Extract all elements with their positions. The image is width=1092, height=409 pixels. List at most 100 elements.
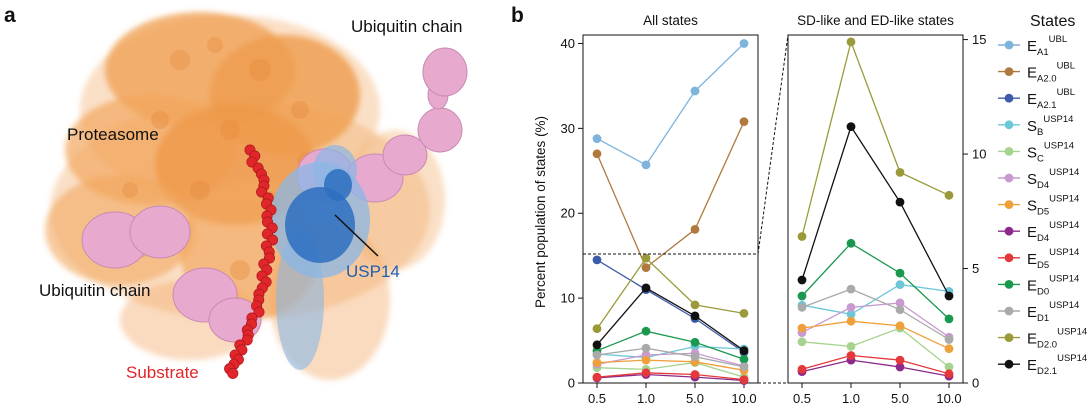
data-point-ED0: [641, 326, 651, 336]
data-point-SC: [846, 342, 856, 351]
label-usp14: USP14: [346, 262, 400, 281]
y-tick-label: 5: [972, 261, 979, 276]
series-line-ED5: [596, 372, 745, 381]
data-point-ED20: [739, 309, 749, 318]
data-point-ED20: [641, 253, 651, 263]
series-line-ED1: [801, 288, 950, 341]
x-tick-label: 10.0: [936, 391, 961, 406]
data-point-ED20: [690, 300, 700, 310]
chart-title: All states: [643, 13, 698, 28]
series-line-SC: [596, 361, 745, 378]
legend-label-ED21: ED2.1USP14: [1027, 353, 1087, 377]
data-point-ED0: [895, 268, 905, 278]
label-ubiquitin-chain-top: Ubiquitin chain: [351, 17, 463, 36]
data-point-ED20: [944, 190, 954, 200]
data-point-EA1: [739, 39, 749, 48]
x-tick-label: 1.0: [842, 391, 860, 406]
legend-marker-ED0: [1004, 280, 1014, 289]
series-line-ED20: [801, 39, 950, 237]
data-point-SD4: [846, 303, 856, 312]
data-point-ED5: [592, 372, 602, 382]
data-point-SD5: [592, 358, 602, 367]
data-point-ED5: [690, 370, 700, 379]
data-point-ED1: [739, 362, 749, 372]
legend-marker-ED4: [1004, 226, 1014, 236]
legend-marker-EA20: [1004, 67, 1014, 76]
substrate-bead: [253, 306, 265, 318]
data-point-ED1: [641, 343, 651, 353]
zoom-line-upper: [757, 34, 789, 255]
legend-label-ED4: ED4USP14: [1027, 220, 1079, 244]
data-point-EA20: [641, 263, 651, 272]
legend-label-ED0: ED0USP14: [1027, 273, 1079, 297]
data-point-SD5: [895, 321, 905, 331]
data-point-ED21: [797, 275, 807, 285]
data-point-SD5: [944, 344, 954, 354]
data-point-ED0: [846, 238, 856, 248]
legend-label-EA21: EA2.1UBL: [1027, 87, 1075, 111]
data-point-ED5: [846, 351, 856, 360]
data-point-EA20: [690, 225, 700, 234]
series-line-SD4: [596, 352, 745, 367]
data-point-SB: [895, 280, 905, 289]
data-point-SC: [797, 337, 807, 347]
usp14-leader-line: [334, 214, 379, 257]
series-line-SD5: [801, 320, 950, 350]
x-tick-label: 0.5: [588, 391, 606, 406]
data-point-ED5: [895, 355, 905, 365]
y-tick-label: 10: [972, 147, 986, 162]
legend-label-ED1: ED1USP14: [1027, 300, 1079, 324]
data-point-ED21: [641, 283, 651, 293]
data-point-EA20: [739, 117, 749, 126]
chart-title: SD-like and ED-like states: [797, 13, 954, 28]
legend-marker-SD4: [1004, 173, 1014, 183]
data-point-ED5: [797, 364, 807, 374]
x-tick-label: 0.5: [793, 391, 811, 406]
y-tick-label: 0: [568, 376, 575, 391]
panel-b-letter: b: [511, 4, 524, 27]
data-point-ED1: [846, 284, 856, 294]
legend-marker-ED1: [1004, 306, 1014, 316]
series-line-ED5: [801, 354, 950, 375]
data-point-ED21: [690, 311, 700, 321]
data-point-ED1: [944, 335, 954, 344]
legend-label-ED5: ED5USP14: [1027, 247, 1079, 271]
y-tick-label: 30: [561, 121, 575, 136]
data-point-EA20: [592, 149, 602, 159]
legend-marker-ED5: [1004, 253, 1014, 263]
series-line-SC: [801, 327, 950, 368]
series-line-EA20: [596, 121, 745, 269]
data-point-SB: [846, 309, 856, 319]
data-point-ED0: [944, 314, 954, 324]
series-line-ED1: [596, 347, 745, 368]
ubiquitin-chain-left: [81, 205, 262, 343]
x-tick-label: 10.0: [731, 391, 756, 406]
series-line-ED4: [596, 373, 745, 382]
series-line-SD5: [596, 359, 745, 371]
x-tick-label: 1.0: [637, 391, 655, 406]
label-proteasome: Proteasome: [67, 125, 159, 144]
series-line-SD4: [801, 302, 950, 338]
plot-frame: [582, 34, 759, 384]
legend-label-EA1: EA1UBL: [1027, 34, 1067, 58]
data-point-ED21: [846, 122, 856, 131]
zoom-connector: [583, 34, 789, 384]
legend-label-EA20: EA2.0UBL: [1027, 61, 1075, 85]
series-line-EA1: [596, 43, 745, 166]
data-point-EA1: [641, 160, 651, 170]
data-point-SD4: [895, 298, 905, 308]
y-tick-label: 40: [561, 36, 575, 51]
data-point-EA21: [592, 255, 602, 265]
legend-marker-SC: [1004, 147, 1014, 156]
x-tick-label: 5.0: [891, 391, 909, 406]
data-point-ED4: [895, 362, 905, 372]
x-tick-label: 5.0: [686, 391, 704, 406]
y-tick-label: 10: [561, 291, 575, 306]
data-point-ED5: [944, 369, 954, 379]
data-point-SD5: [797, 323, 807, 333]
y-tick-label: 15: [972, 32, 986, 47]
data-point-ED21: [944, 291, 954, 301]
legend-marker-ED21: [1004, 359, 1014, 369]
